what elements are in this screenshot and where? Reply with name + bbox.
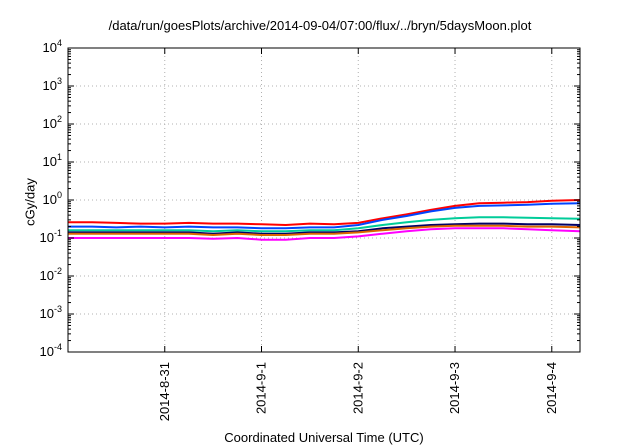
x-tick-label: 2014-9-4 [544,362,559,414]
series-line-6 [68,227,581,241]
chart-title: /data/run/goesPlots/archive/2014-09-04/0… [108,18,532,33]
y-tick-label: 102 [43,114,62,131]
series-line-2 [68,202,581,230]
y-tick-label: 101 [43,152,62,169]
y-tick-label: 10-2 [40,266,62,283]
y-tick-label: 103 [43,76,62,93]
grid [68,47,580,353]
series-line-3 [68,216,581,233]
x-axis-label: Coordinated Universal Time (UTC) [224,430,424,445]
y-tick-label: 10-4 [40,342,62,359]
x-tick-label: 2014-9-1 [254,362,269,414]
x-tick-label: 2014-8-31 [157,362,172,421]
y-tick-label: 10-1 [40,228,62,245]
y-tick-label: 100 [43,190,62,207]
ticks: 10-4 10-3 10-2 10-1 100 101 102 103 104 2014-8-31… [40,38,580,421]
x-tick-label: 2014-9-2 [350,362,365,414]
y-axis-label: cGy/day [22,178,38,226]
x-tick-label: 2014-9-3 [447,362,462,414]
y-tick-label: 10-3 [40,304,62,321]
series-line-4 [68,222,581,235]
y-tick-label: 104 [43,38,62,55]
series-group [68,199,581,241]
series-line-5 [68,224,581,236]
series-line-1 [68,199,581,226]
